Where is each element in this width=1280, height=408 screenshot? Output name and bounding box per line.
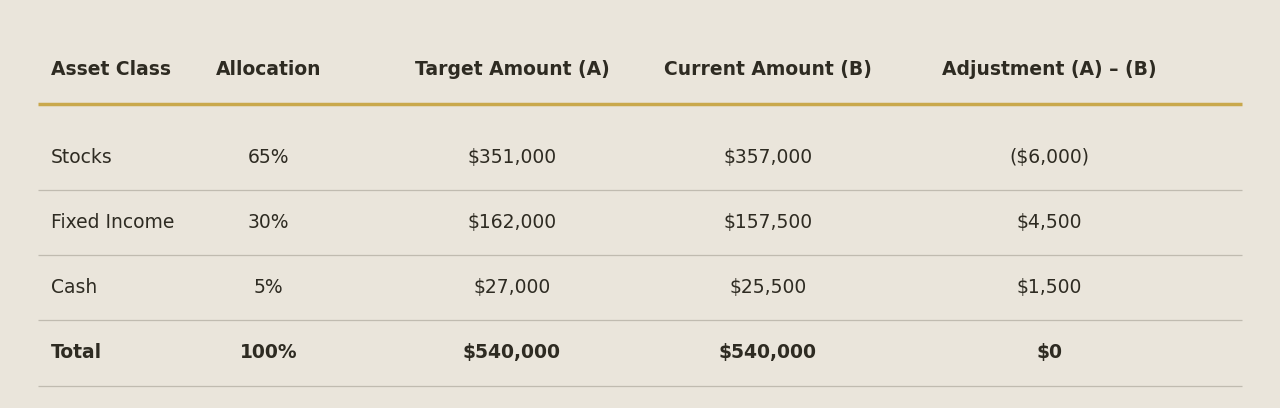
Text: 100%: 100% — [239, 344, 298, 362]
Text: $4,500: $4,500 — [1016, 213, 1083, 232]
Text: $1,500: $1,500 — [1016, 278, 1083, 297]
Text: $0: $0 — [1037, 344, 1062, 362]
Text: Allocation: Allocation — [216, 60, 321, 79]
Text: $157,500: $157,500 — [723, 213, 813, 232]
Text: $25,500: $25,500 — [730, 278, 806, 297]
Text: 65%: 65% — [248, 148, 289, 166]
Text: $162,000: $162,000 — [467, 213, 557, 232]
Text: Total: Total — [51, 344, 102, 362]
Text: ($6,000): ($6,000) — [1010, 148, 1089, 166]
Text: $540,000: $540,000 — [719, 344, 817, 362]
Text: 5%: 5% — [253, 278, 284, 297]
Text: Asset Class: Asset Class — [51, 60, 172, 79]
Text: Target Amount (A): Target Amount (A) — [415, 60, 609, 79]
Text: $27,000: $27,000 — [474, 278, 550, 297]
Text: $540,000: $540,000 — [463, 344, 561, 362]
Text: $351,000: $351,000 — [467, 148, 557, 166]
Text: Stocks: Stocks — [51, 148, 113, 166]
Text: Fixed Income: Fixed Income — [51, 213, 174, 232]
Text: $357,000: $357,000 — [723, 148, 813, 166]
Text: Adjustment (A) – (B): Adjustment (A) – (B) — [942, 60, 1157, 79]
Text: Cash: Cash — [51, 278, 97, 297]
Text: Current Amount (B): Current Amount (B) — [664, 60, 872, 79]
Text: 30%: 30% — [248, 213, 289, 232]
